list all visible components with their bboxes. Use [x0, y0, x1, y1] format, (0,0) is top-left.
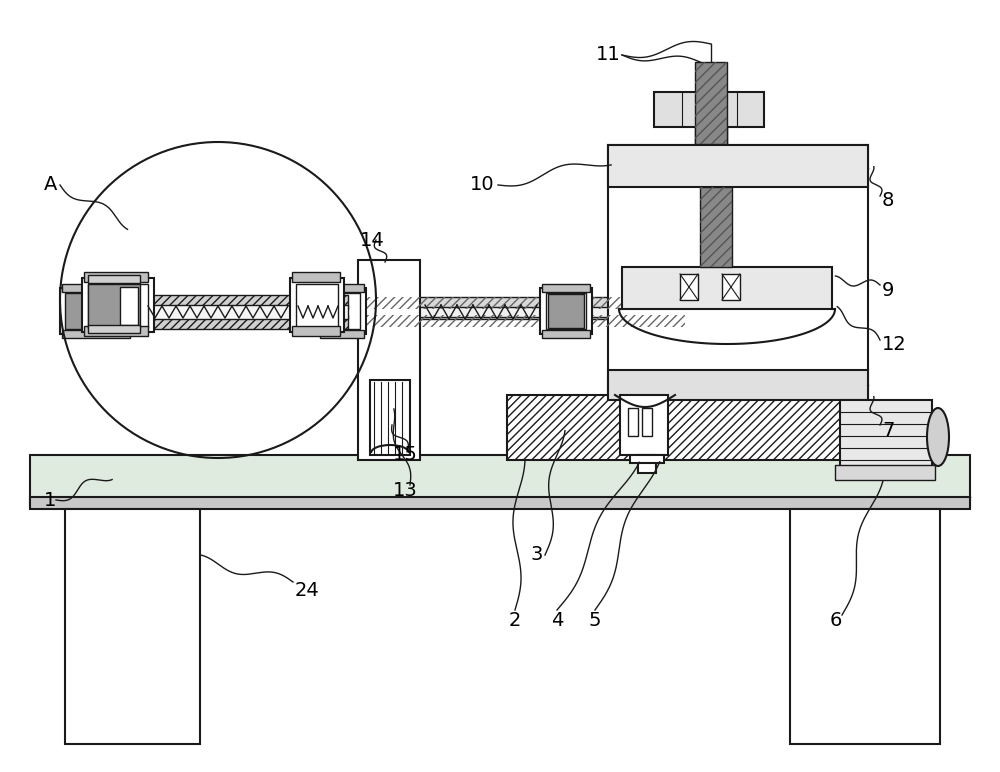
Bar — [30, 455, 970, 507]
Bar — [680, 274, 698, 300]
Bar — [65, 293, 115, 329]
Bar — [320, 284, 364, 292]
Bar — [82, 278, 154, 332]
Bar — [642, 408, 652, 436]
Bar — [546, 293, 586, 329]
Bar — [318, 288, 366, 334]
Bar — [620, 395, 668, 455]
Bar — [65, 297, 685, 319]
Bar — [62, 330, 130, 338]
Bar — [608, 145, 868, 187]
Text: 13: 13 — [393, 480, 418, 499]
Bar — [88, 315, 348, 329]
Text: 15: 15 — [393, 445, 418, 465]
Bar — [840, 400, 932, 475]
Bar — [296, 284, 338, 328]
Bar — [542, 284, 590, 292]
Bar — [88, 284, 140, 328]
Text: 24: 24 — [295, 581, 320, 600]
Text: 10: 10 — [469, 175, 494, 195]
Text: 2: 2 — [509, 611, 521, 629]
Bar — [628, 408, 638, 436]
Bar — [30, 497, 970, 509]
Bar — [540, 288, 592, 334]
Bar — [324, 293, 360, 329]
Bar — [290, 278, 344, 332]
Bar — [638, 455, 656, 473]
Bar — [507, 395, 847, 460]
Bar — [60, 288, 132, 334]
Bar — [292, 326, 340, 336]
Text: 14: 14 — [360, 231, 385, 249]
Bar — [790, 509, 940, 744]
Bar — [62, 284, 130, 292]
Bar — [542, 330, 590, 338]
Bar — [630, 455, 664, 463]
Bar — [65, 509, 200, 744]
Bar — [65, 307, 685, 317]
Bar — [835, 465, 935, 480]
Bar — [88, 305, 348, 319]
Bar — [88, 275, 140, 283]
Bar — [292, 272, 340, 282]
Bar — [320, 330, 364, 338]
Bar — [67, 293, 125, 329]
Bar — [608, 145, 868, 457]
Bar — [84, 272, 148, 282]
Bar — [120, 287, 138, 325]
Text: 1: 1 — [44, 490, 56, 510]
Text: 6: 6 — [830, 611, 842, 629]
Bar — [65, 315, 685, 327]
Bar — [65, 297, 685, 309]
Text: 3: 3 — [530, 546, 542, 564]
Bar — [358, 260, 420, 460]
Text: 7: 7 — [882, 421, 894, 439]
Bar — [695, 62, 727, 144]
Text: 8: 8 — [882, 191, 894, 209]
Bar — [722, 274, 740, 300]
Text: 4: 4 — [551, 611, 563, 629]
Bar — [102, 296, 124, 326]
Bar — [548, 294, 584, 328]
Ellipse shape — [927, 408, 949, 466]
Bar — [695, 62, 727, 144]
Bar — [622, 267, 832, 309]
Text: 11: 11 — [596, 46, 620, 65]
Text: 5: 5 — [589, 611, 601, 629]
Bar — [370, 380, 410, 455]
Text: 9: 9 — [882, 280, 894, 300]
Bar — [654, 92, 764, 127]
Text: 12: 12 — [882, 336, 907, 354]
Bar — [88, 295, 348, 309]
Bar — [700, 187, 732, 267]
Bar — [88, 284, 148, 328]
Bar — [84, 326, 148, 336]
Text: A: A — [44, 175, 57, 195]
Bar — [88, 325, 140, 333]
Bar — [700, 187, 732, 267]
Bar — [608, 370, 868, 400]
